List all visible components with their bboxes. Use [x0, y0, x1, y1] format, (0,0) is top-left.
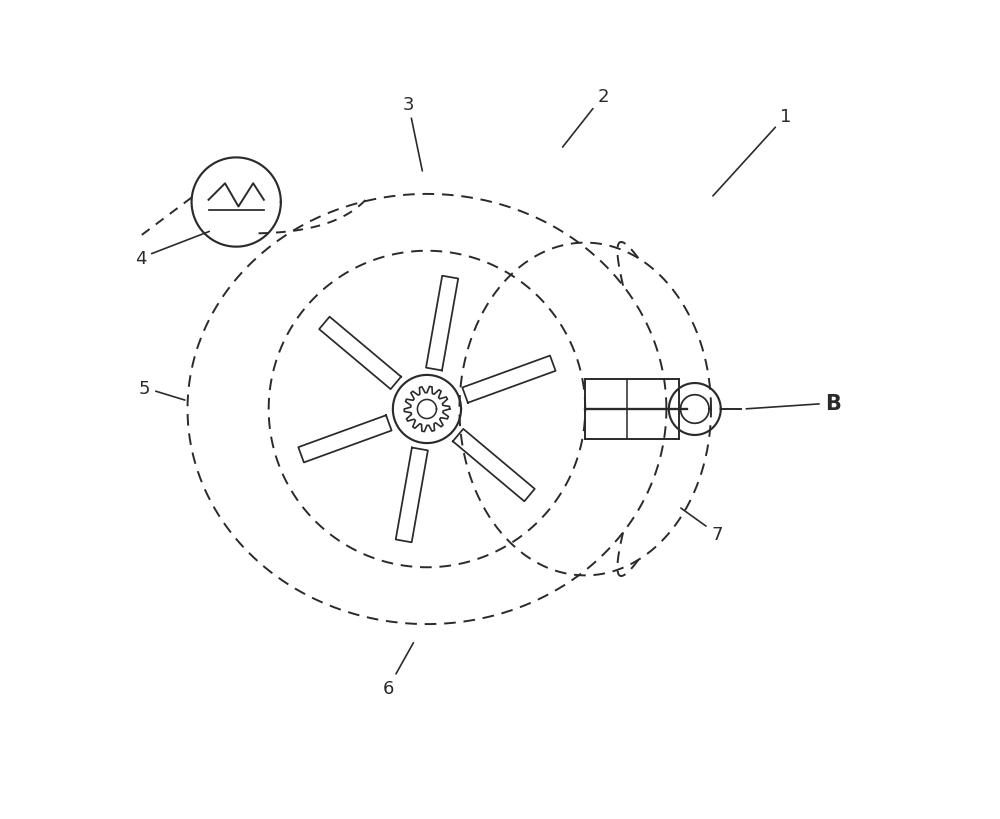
Text: 5: 5: [139, 379, 185, 400]
Text: 7: 7: [681, 509, 723, 543]
Text: 1: 1: [713, 108, 791, 197]
Text: B: B: [746, 393, 841, 414]
Text: 6: 6: [382, 643, 413, 697]
Text: 3: 3: [403, 96, 422, 172]
Text: 2: 2: [563, 88, 609, 148]
Text: 4: 4: [135, 232, 209, 268]
